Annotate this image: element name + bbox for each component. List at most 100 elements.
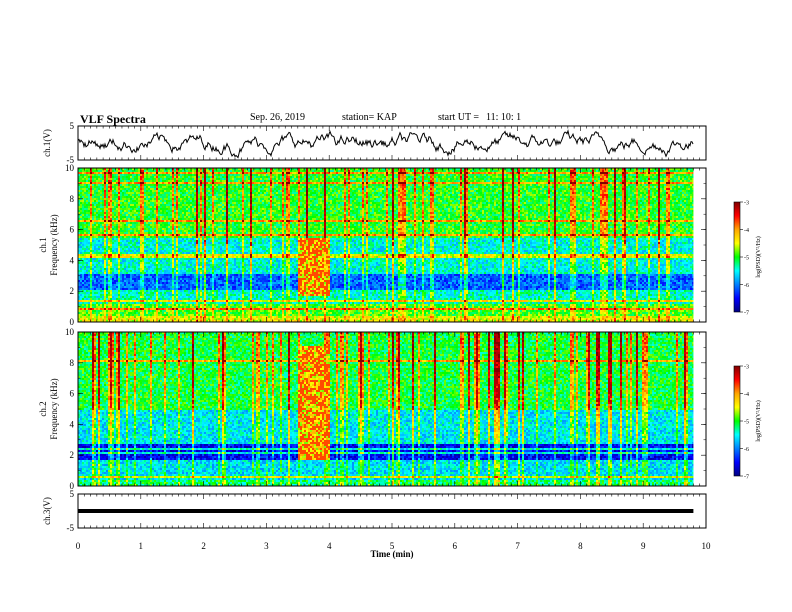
- spectrogram-cell: [128, 296, 130, 298]
- spectrogram-cell: [126, 182, 128, 184]
- spectrogram-cell: [84, 218, 86, 220]
- spectrogram-cell: [118, 282, 120, 284]
- spectrogram-cell: [112, 238, 114, 240]
- spectrogram-cell: [130, 260, 132, 262]
- spectrogram-cell: [98, 174, 100, 176]
- spectrogram-cell: [116, 314, 118, 316]
- spectrogram-cell: [122, 316, 124, 318]
- spectrogram-cell: [120, 218, 122, 220]
- spectrogram-cell: [90, 254, 92, 256]
- spectrogram-cell: [120, 302, 122, 304]
- spectrogram-cell: [104, 314, 106, 316]
- spectrogram-cell: [130, 306, 132, 308]
- spectrogram-cell: [88, 222, 90, 224]
- spectrogram-cell: [122, 214, 124, 216]
- spectrogram-cell: [84, 222, 86, 224]
- spectrogram-cell: [120, 288, 122, 290]
- spectrogram-cell: [100, 216, 102, 218]
- spectrogram-cell: [108, 208, 110, 210]
- spectrogram-cell: [86, 266, 88, 268]
- spectrogram-cell: [84, 290, 86, 292]
- spectrogram-cell: [86, 230, 88, 232]
- spectrogram-cell: [98, 252, 100, 254]
- spectrogram-cell: [124, 230, 126, 232]
- spectrogram-cell: [86, 308, 88, 310]
- spectrogram-cell: [84, 248, 86, 250]
- spectrogram-cell: [128, 260, 130, 262]
- spectrogram-cell: [106, 304, 108, 306]
- spectrogram-cell: [118, 290, 120, 292]
- spectrogram-cell: [110, 172, 112, 174]
- spectrogram-cell: [102, 276, 104, 278]
- spectrogram-cell: [108, 254, 110, 256]
- spectrogram-cell: [128, 244, 130, 246]
- spectrogram-cell: [110, 202, 112, 204]
- spectrogram-cell: [126, 244, 128, 246]
- spectrogram-cell: [116, 172, 118, 174]
- spectrogram-cell: [94, 200, 96, 202]
- spectrogram-cell: [126, 290, 128, 292]
- spectrogram-cell: [128, 250, 130, 252]
- spectrogram-cell: [120, 220, 122, 222]
- spectrogram-cell: [114, 302, 116, 304]
- spectrogram-cell: [96, 298, 98, 300]
- spectrogram-cell: [120, 242, 122, 244]
- spectrogram-cell: [124, 240, 126, 242]
- spectrogram-cell: [116, 264, 118, 266]
- spectrogram-cell: [122, 180, 124, 182]
- spectrogram-cell: [112, 170, 114, 172]
- spectrogram-cell: [128, 276, 130, 278]
- spectrogram-cell: [124, 220, 126, 222]
- spectrogram-cell: [130, 214, 132, 216]
- spectrogram-cell: [108, 244, 110, 246]
- spectrogram-cell: [88, 306, 90, 308]
- spectrogram-cell: [92, 310, 94, 312]
- spectrogram-cell: [86, 246, 88, 248]
- spectrogram-cell: [92, 170, 94, 172]
- spectrogram-cell: [118, 212, 120, 214]
- spectrogram-cell: [98, 202, 100, 204]
- spectrogram-cell: [122, 254, 124, 256]
- spectrogram-cell: [86, 260, 88, 262]
- spectrogram-cell: [116, 170, 118, 172]
- spectrogram-cell: [106, 268, 108, 270]
- spectrogram-cell: [84, 176, 86, 178]
- spectrogram-cell: [116, 174, 118, 176]
- spectrogram-cell: [124, 278, 126, 280]
- spectrogram-cell: [80, 254, 82, 256]
- spectrogram-cell: [104, 288, 106, 290]
- spectrogram-cell: [100, 234, 102, 236]
- spectrogram-cell: [88, 182, 90, 184]
- spectrogram-cell: [104, 298, 106, 300]
- spectrogram-cell: [86, 310, 88, 312]
- spectrogram-cell: [124, 300, 126, 302]
- spectrogram-cell: [84, 196, 86, 198]
- spectrogram-cell: [122, 266, 124, 268]
- spectrogram-cell: [128, 308, 130, 310]
- spectrogram-cell: [100, 236, 102, 238]
- spectrogram-cell: [104, 258, 106, 260]
- spectrogram-cell: [102, 224, 104, 226]
- spectrogram-cell: [82, 194, 84, 196]
- spectrogram-cell: [128, 258, 130, 260]
- spectrogram-cell: [102, 280, 104, 282]
- spectrogram-cell: [84, 182, 86, 184]
- spectrogram-cell: [118, 238, 120, 240]
- spectrogram-cell: [96, 228, 98, 230]
- spectrogram-cell: [130, 226, 132, 228]
- spectrogram-cell: [108, 172, 110, 174]
- spectrogram-cell: [108, 294, 110, 296]
- spectrogram-cell: [88, 266, 90, 268]
- spectrogram-cell: [108, 176, 110, 178]
- spectrogram-cell: [130, 256, 132, 258]
- spectrogram-cell: [128, 190, 130, 192]
- spectrogram-cell: [98, 298, 100, 300]
- spectrogram-cell: [118, 300, 120, 302]
- spectrogram-cell: [112, 298, 114, 300]
- spectrogram-cell: [120, 312, 122, 314]
- spectrogram-cell: [94, 196, 96, 198]
- spectrogram-cell: [96, 218, 98, 220]
- spectrogram-cell: [88, 282, 90, 284]
- spectrogram-cell: [100, 208, 102, 210]
- spectrogram-cell: [124, 260, 126, 262]
